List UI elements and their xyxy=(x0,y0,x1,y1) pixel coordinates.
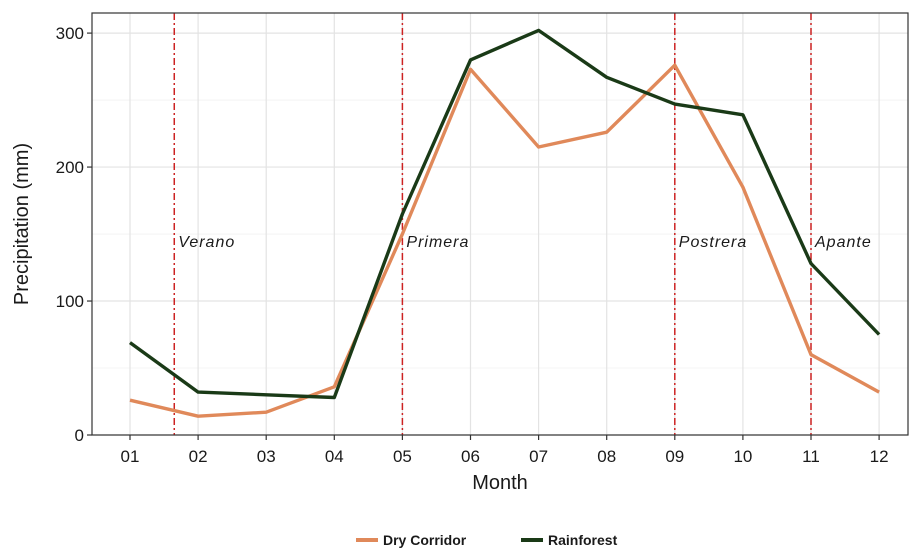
x-tick-label: 01 xyxy=(121,447,140,466)
x-tick-label: 06 xyxy=(461,447,480,466)
x-tick-label: 08 xyxy=(597,447,616,466)
x-tick-label: 11 xyxy=(802,447,820,466)
legend: Dry Corridor Rainforest xyxy=(356,532,618,548)
x-tick-label: 09 xyxy=(665,447,684,466)
series-lines xyxy=(129,28,881,418)
y-tick-label: 100 xyxy=(56,292,84,311)
x-tick-label: 03 xyxy=(257,447,276,466)
x-tick-label: 07 xyxy=(529,447,548,466)
season-labels: Verano Primera Postrera Apante xyxy=(178,234,872,251)
x-tick-label: 02 xyxy=(189,447,208,466)
major-grid xyxy=(92,13,908,436)
x-axis-title: Month xyxy=(472,472,528,494)
season-lines xyxy=(173,13,812,435)
plot-panel-border xyxy=(91,12,909,436)
series-line-dry-corridor xyxy=(129,63,880,418)
y-tick-label: 200 xyxy=(56,158,84,177)
y-tick-label: 300 xyxy=(56,24,84,43)
season-label: Postrera xyxy=(679,234,747,251)
x-axis: 01 02 03 04 05 06 07 08 09 10 11 12 xyxy=(121,435,889,466)
x-tick-label: 12 xyxy=(870,447,889,466)
season-label: Apante xyxy=(814,234,872,251)
x-tick-label: 05 xyxy=(393,447,412,466)
season-label: Verano xyxy=(178,234,235,251)
x-tick-label: 04 xyxy=(325,447,344,466)
series-line-rainforest xyxy=(129,28,881,400)
y-axis: 0 100 200 300 xyxy=(56,24,92,445)
minor-grid xyxy=(92,99,908,369)
season-label: Primera xyxy=(406,234,469,251)
x-tick-label: 10 xyxy=(733,447,752,466)
y-axis-title: Precipitation (mm) xyxy=(11,143,33,305)
y-tick-label: 0 xyxy=(75,426,84,445)
legend-label: Rainforest xyxy=(548,532,618,548)
legend-label: Dry Corridor xyxy=(383,532,467,548)
